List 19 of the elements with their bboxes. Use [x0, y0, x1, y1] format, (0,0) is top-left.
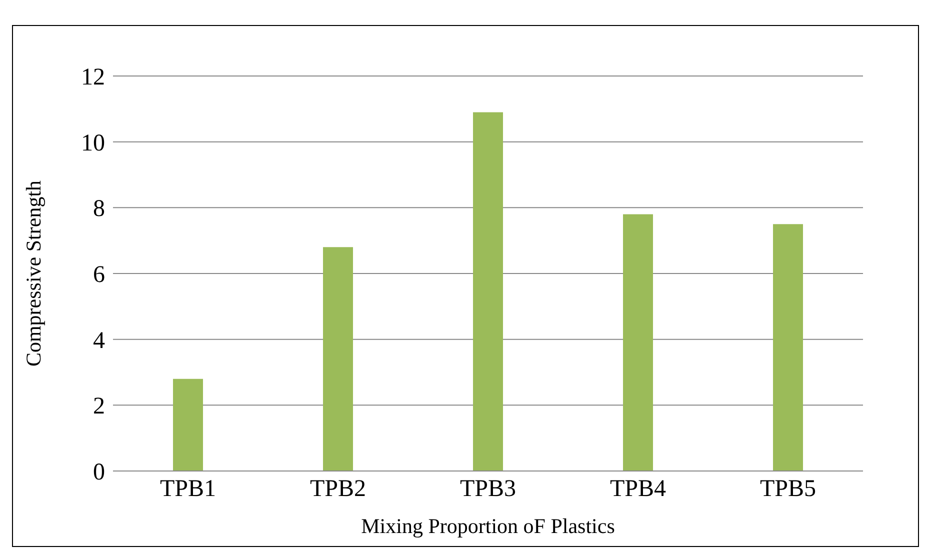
x-tick-label: TPB3: [460, 476, 516, 502]
bar: [773, 224, 803, 471]
bar: [173, 378, 203, 471]
x-tick-label: TPB1: [160, 476, 216, 502]
y-tick-label: 4: [93, 328, 105, 354]
y-tick-label: 2: [93, 394, 105, 420]
y-axis-title: Compressive Strength: [21, 180, 46, 367]
y-tick-label: 0: [93, 460, 105, 486]
bar: [623, 214, 653, 471]
y-tick-label: 6: [93, 262, 105, 288]
bar: [473, 112, 503, 471]
y-tick-label: 8: [93, 196, 105, 222]
x-tick-label: TPB5: [760, 476, 816, 502]
x-tick-label: TPB2: [310, 476, 366, 502]
bar: [323, 247, 353, 471]
x-tick-label: TPB4: [610, 476, 666, 502]
x-axis-title: Mixing Proportion oF Plastics: [361, 514, 615, 538]
y-tick-label: 12: [81, 64, 105, 91]
y-tick-label: 10: [81, 130, 105, 156]
